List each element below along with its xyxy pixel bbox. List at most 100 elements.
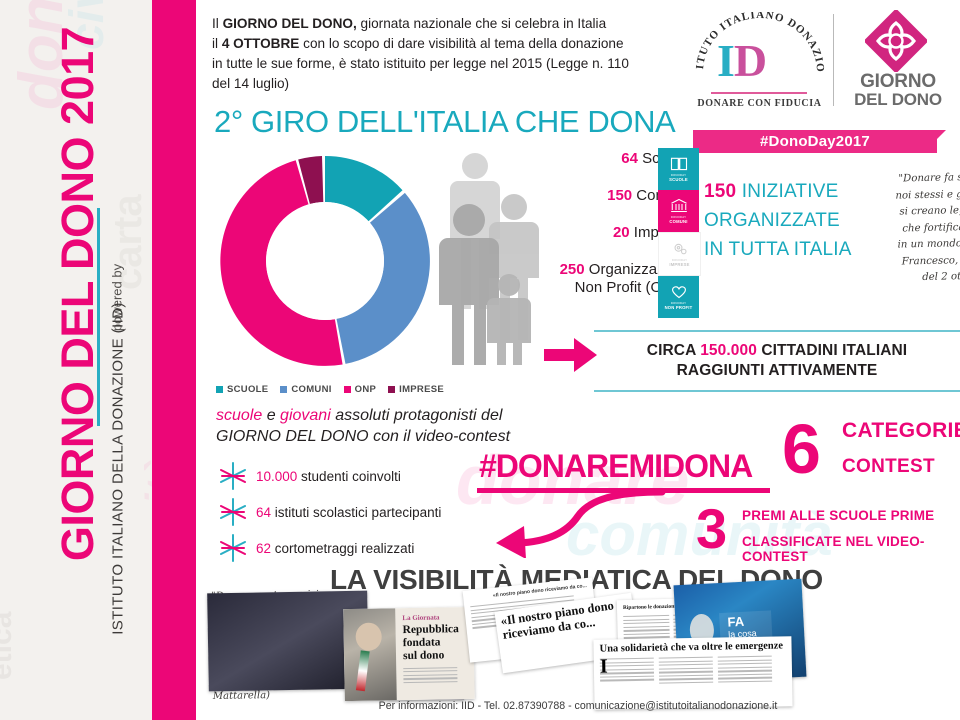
badge-imprese-name: IMPRESE — [669, 262, 690, 267]
iid-letter-i: I — [717, 35, 735, 86]
book-icon — [670, 157, 687, 171]
logo-separator — [833, 14, 834, 106]
clipping-headline-2: fondata — [402, 636, 441, 649]
clipping-dek — [403, 666, 468, 684]
clipping-repubblica: La Giornata Repubblica fondata sul dono — [343, 606, 475, 702]
badge-scuole: DONODAY SCUOLE — [658, 148, 699, 190]
badge-nonprofit: DONODAY NON PROFIT — [658, 276, 699, 318]
donut-chart — [220, 156, 430, 366]
legend-swatch-imprese — [388, 386, 396, 393]
iid-letters: ID — [717, 35, 767, 86]
initiatives-line3: IN TUTTA ITALIA — [704, 238, 852, 260]
pope-quote: "Donare fa sentire più felici noi stessi… — [895, 168, 960, 287]
tv-caption-1: FA — [727, 614, 745, 630]
intro-line4: del 14 luglio) — [212, 76, 290, 92]
clipping-solidarieta-columns: I — [600, 655, 786, 687]
iid-logo: ISTITUTO ITALIANO DONAZIONE ID DONARE CO… — [693, 10, 828, 115]
left-sidebar: donare dono civile carta comunità etica … — [0, 0, 152, 720]
intro-line2-a: il — [212, 36, 222, 52]
bullet-students-label: studenti coinvolti — [297, 468, 401, 484]
logo-block: ISTITUTO ITALIANO DONAZIONE ID DONARE CO… — [693, 6, 953, 153]
badge-comuni: DONODAY COMUNI — [658, 190, 699, 232]
people-silhouettes-icon — [439, 153, 539, 365]
watermark-word: etica — [0, 611, 18, 680]
categories-line1: CATEGORIE — [842, 419, 960, 442]
donut-slice-scuole — [325, 156, 403, 222]
stat-comuni-number: 150 — [607, 187, 633, 204]
categories-line2: CONTEST — [842, 456, 935, 478]
bullet-students-number: 10.000 — [256, 468, 298, 484]
campaign-hashtag: #DONAREMIDONA — [479, 448, 753, 484]
hashtag-underline — [477, 488, 770, 493]
legend-label-onp: ONP — [354, 384, 377, 395]
legend-item-comuni: COMUNI — [280, 384, 331, 395]
clipping-solidarieta-headline: Una solidarietà che va oltre le emergenz… — [599, 640, 784, 655]
intro-line1-c: giornata nazionale che si celebra in Ita… — [356, 16, 607, 31]
iid-arc-text-icon: ISTITUTO ITALIANO DONAZIONE — [695, 12, 825, 73]
iid-letter-d: D — [733, 35, 767, 86]
logo-tagline: DONARE CON FIDUCIA — [697, 98, 822, 109]
schools-lead-line2: GIORNO DEL DONO con il video-contest — [216, 427, 511, 445]
clipping-face — [355, 622, 382, 651]
legend-swatch-comuni — [280, 386, 288, 393]
gears-icon — [674, 243, 687, 255]
schools-lead: scuole e giovani assoluti protagonisti d… — [216, 406, 546, 448]
clipping-sash — [355, 650, 370, 692]
sidebar-organization: ISTITUTO ITALIANO DELLA DONAZIONE (IID) — [109, 302, 127, 635]
bullet-students: 10.000 studenti coinvolti — [218, 458, 518, 494]
initiatives-block: 150 INIZIATIVE ORGANIZZATE IN TUTTA ITAL… — [704, 178, 884, 265]
main-content: Il GIORNO DEL DONO, giornata nazionale c… — [196, 0, 960, 720]
donut-slice-comuni — [336, 192, 430, 364]
curved-arrow-icon — [496, 488, 666, 558]
gdd-line2: DEL DONO — [854, 90, 942, 109]
chart-legend: SCUOLE COMUNI ONP IMPRESE — [216, 384, 444, 395]
right-arrow-icon — [544, 338, 597, 372]
badge-imprese: DONODAY IMPRESE — [658, 232, 701, 276]
bullet-institutes-number: 64 — [256, 504, 272, 520]
legend-swatch-scuole — [216, 386, 223, 393]
logo-underline — [711, 92, 807, 94]
intro-bold-date: 4 OTTOBRE — [221, 36, 300, 52]
donoday-banner: #DonoDay2017 — [693, 130, 946, 153]
asterisk-star-icon — [220, 498, 246, 526]
reach-suffix: CITTADINI ITALIANI — [756, 342, 908, 359]
badge-column: DONODAY SCUOLE DONODAY COMUNI DONODAY IM… — [658, 148, 701, 318]
clipping-headline-1: Repubblica — [402, 623, 459, 637]
legend-label-comuni: COMUNI — [291, 384, 332, 395]
donut-slice-imprese — [298, 156, 324, 204]
bullet-shortfilms-number: 62 — [256, 540, 272, 556]
bullet-institutes-text: 64 istituti scolastici partecipanti — [256, 505, 441, 520]
heart-icon — [671, 286, 686, 299]
pink-stripe — [152, 0, 196, 720]
bullet-institutes: 64 istituti scolastici partecipanti — [218, 494, 518, 530]
schools-lead-a: scuole — [216, 407, 263, 424]
reach-prefix: CIRCA — [646, 342, 701, 359]
intro-line1-a: Il — [212, 16, 223, 31]
prizes-line1: PREMI ALLE SCUOLE PRIME — [742, 508, 935, 523]
badge-comuni-small: DONODAY — [670, 215, 687, 219]
initiatives-word: INIZIATIVE — [736, 181, 839, 202]
bullet-institutes-label: istituti scolastici partecipanti — [271, 504, 442, 520]
categories-number: 6 — [782, 410, 821, 488]
press-clippings: La Giornata Repubblica fondata sul dono … — [207, 577, 960, 710]
initiatives-number: 150 — [704, 181, 737, 202]
asterisk-star-icon — [220, 462, 246, 490]
asterisk-star-icon — [220, 534, 246, 562]
sidebar-divider — [97, 208, 100, 426]
intro-line2-c: con lo scopo di dare visibilità al tema … — [299, 36, 624, 52]
initiatives-line2: ORGANIZZATE — [704, 209, 840, 231]
clipping-headline: Repubblica fondata sul dono — [402, 623, 468, 663]
stat-scuole-number: 64 — [621, 150, 638, 167]
badge-scuole-name: SCUOLE — [669, 177, 688, 182]
clipping-dropcap: I — [599, 655, 608, 678]
prizes-line2: CLASSIFICATE NEL VIDEO-CONTEST — [742, 534, 925, 564]
bullet-shortfilms-text: 62 cortometraggi realizzati — [256, 541, 414, 556]
donut-slice-onp — [220, 160, 343, 366]
clipping-body: La Giornata Repubblica fondata sul dono — [395, 606, 475, 701]
schools-lead-d: assoluti protagonisti del — [330, 407, 503, 424]
legend-swatch-onp — [343, 386, 351, 393]
prizes-text: PREMI ALLE SCUOLE PRIME CLASSIFICATE NEL… — [742, 508, 960, 564]
legend-label-imprese: IMPRESE — [399, 384, 444, 395]
schools-lead-c: giovani — [280, 407, 331, 424]
